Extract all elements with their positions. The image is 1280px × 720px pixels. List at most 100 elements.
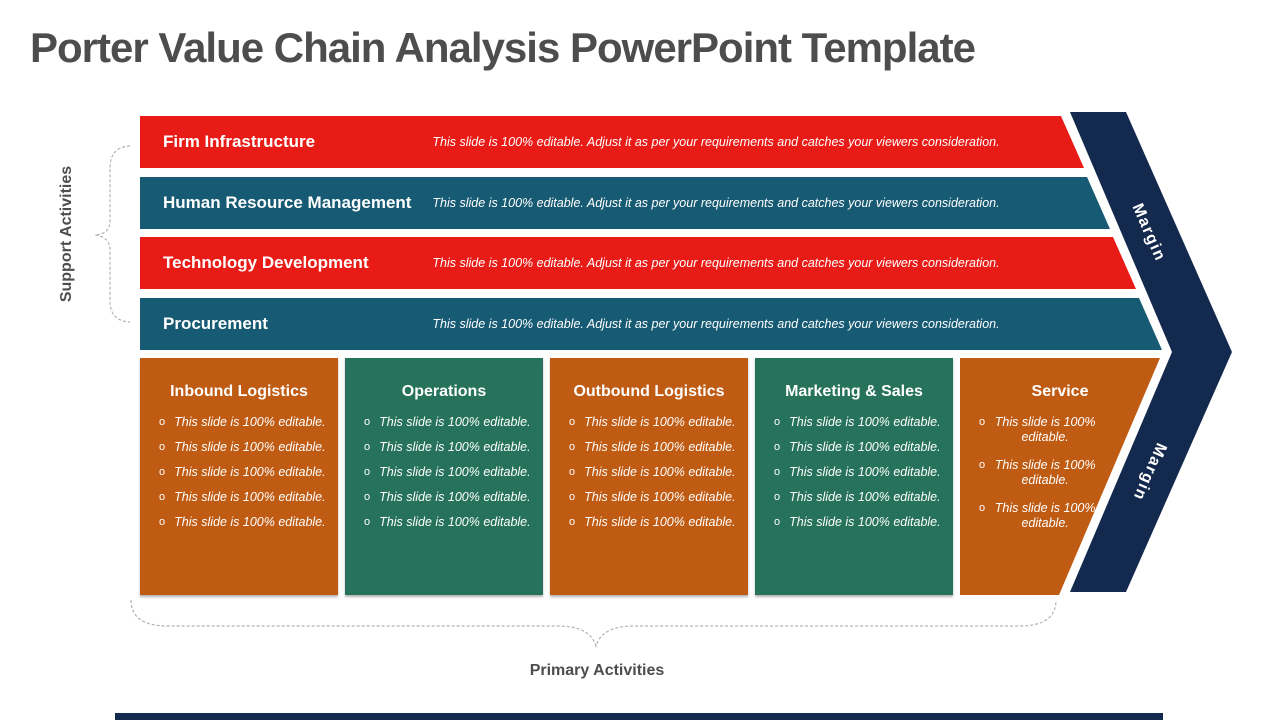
list-item: o This slide is 100% editable.	[774, 490, 953, 505]
primary-activities-brace	[130, 599, 1057, 649]
primary-column-inbound-logistics[interactable]: Inbound Logistics o This slide is 100% ed…	[140, 358, 338, 595]
support-bar-description: This slide is 100% editable. Adjust it a…	[432, 135, 1000, 149]
list-item: o This slide is 100% editable.	[159, 415, 338, 430]
bullet-marker-icon: o	[569, 441, 576, 453]
bullet-marker-icon: o	[774, 466, 781, 478]
list-item: o This slide is 100% editable.	[569, 415, 748, 430]
bullet-text: This slide is 100% editable.	[174, 415, 326, 429]
bullet-text: This slide is 100% editable.	[174, 440, 326, 454]
bullet-marker-icon: o	[569, 516, 576, 528]
bullet-marker-icon: o	[774, 491, 781, 503]
bullet-text: This slide is 100% editable.	[789, 415, 941, 429]
bullet-text: This slide is 100% editable.	[379, 415, 531, 429]
bullet-marker-icon: o	[364, 441, 371, 453]
list-item: o This slide is 100% editable.	[774, 515, 953, 530]
primary-column-title: Service	[1031, 383, 1089, 400]
bullet-marker-icon: o	[364, 516, 371, 528]
bullet-text: This slide is 100% editable.	[994, 415, 1096, 444]
bullet-text: This slide is 100% editable.	[379, 515, 531, 529]
bullet-marker-icon: o	[774, 416, 781, 428]
support-bar-description: This slide is 100% editable. Adjust it a…	[432, 256, 1000, 270]
bullet-list: o This slide is 100% editable. o This slid…	[140, 415, 338, 530]
primary-column-outbound-logistics[interactable]: Outbound Logistics o This slide is 100% e…	[550, 358, 748, 595]
list-item: o This slide is 100% editable.	[569, 440, 748, 455]
list-item: o This slide is 100% editable.	[159, 440, 338, 455]
list-item: o This slide is 100% editable.	[979, 415, 1160, 445]
margin-chevron-shape[interactable]	[1070, 112, 1232, 592]
list-item: o This slide is 100% editable.	[774, 415, 953, 430]
list-item: o This slide is 100% editable.	[364, 440, 543, 455]
bullet-text: This slide is 100% editable.	[584, 465, 736, 479]
primary-activities-label: Primary Activities	[529, 662, 665, 679]
bullet-text: This slide is 100% editable.	[584, 440, 736, 454]
bullet-text: This slide is 100% editable.	[584, 515, 736, 529]
bullet-marker-icon: o	[979, 416, 986, 428]
bullet-text: This slide is 100% editable.	[379, 465, 531, 479]
bullet-text: This slide is 100% editable.	[789, 515, 941, 529]
list-item: o This slide is 100% editable.	[774, 465, 953, 480]
bottom-accent-bar	[115, 713, 1163, 720]
bullet-list: o This slide is 100% editable. o This slid…	[960, 415, 1160, 531]
list-item: o This slide is 100% editable.	[159, 465, 338, 480]
bullet-marker-icon: o	[159, 491, 166, 503]
bullet-text: This slide is 100% editable.	[584, 490, 736, 504]
bullet-marker-icon: o	[979, 459, 986, 471]
bullet-text: This slide is 100% editable.	[994, 501, 1096, 530]
bullet-list: o This slide is 100% editable. o This slid…	[550, 415, 748, 530]
list-item: o This slide is 100% editable.	[364, 415, 543, 430]
primary-column-marketing-sales[interactable]: Marketing & Sales o This slide is 100% ed…	[755, 358, 953, 595]
bullet-text: This slide is 100% editable.	[789, 440, 941, 454]
primary-column-title: Outbound Logistics	[573, 383, 725, 400]
bullet-text: This slide is 100% editable.	[174, 515, 326, 529]
support-bar-title: Firm Infrastructure	[163, 132, 316, 151]
bullet-text: This slide is 100% editable.	[584, 415, 736, 429]
bullet-marker-icon: o	[979, 502, 986, 514]
bullet-marker-icon: o	[364, 416, 371, 428]
bullet-text: This slide is 100% editable.	[994, 458, 1096, 487]
bullet-list: o This slide is 100% editable. o This slid…	[345, 415, 543, 530]
bullet-marker-icon: o	[159, 466, 166, 478]
primary-column-title: Operations	[401, 383, 487, 400]
support-bar-technology-development[interactable]: Technology Development This slide is 100…	[140, 237, 1136, 289]
bullet-marker-icon: o	[774, 516, 781, 528]
list-item: o This slide is 100% editable.	[364, 465, 543, 480]
bullet-marker-icon: o	[159, 441, 166, 453]
primary-column-operations[interactable]: Operations o This slide is 100% editable.…	[345, 358, 543, 595]
list-item: o This slide is 100% editable.	[569, 465, 748, 480]
list-item: o This slide is 100% editable.	[569, 515, 748, 530]
support-activities-brace	[94, 145, 131, 323]
list-item: o This slide is 100% editable.	[159, 490, 338, 505]
bullet-list: o This slide is 100% editable. o This slid…	[755, 415, 953, 530]
support-bar-title: Procurement	[163, 314, 268, 333]
bullet-marker-icon: o	[364, 491, 371, 503]
support-bar-title: Human Resource Management	[163, 193, 412, 212]
bullet-text: This slide is 100% editable.	[174, 465, 326, 479]
support-bar-procurement[interactable]: Procurement This slide is 100% editable.…	[140, 298, 1162, 350]
list-item: o This slide is 100% editable.	[364, 515, 543, 530]
bullet-text: This slide is 100% editable.	[789, 465, 941, 479]
support-bar-description: This slide is 100% editable. Adjust it a…	[432, 317, 1000, 331]
support-bar-title: Technology Development	[163, 253, 369, 272]
bullet-marker-icon: o	[569, 491, 576, 503]
bullet-text: This slide is 100% editable.	[379, 490, 531, 504]
bullet-text: This slide is 100% editable.	[174, 490, 326, 504]
list-item: o This slide is 100% editable.	[774, 440, 953, 455]
support-bar-firm-infrastructure[interactable]: Firm Infrastructure This slide is 100% e…	[140, 116, 1084, 168]
list-item: o This slide is 100% editable.	[979, 458, 1160, 488]
primary-column-title: Marketing & Sales	[785, 383, 923, 400]
bullet-marker-icon: o	[364, 466, 371, 478]
primary-column-title: Inbound Logistics	[170, 383, 308, 400]
bullet-marker-icon: o	[159, 416, 166, 428]
list-item: o This slide is 100% editable.	[364, 490, 543, 505]
bullet-marker-icon: o	[774, 441, 781, 453]
bullet-marker-icon: o	[569, 466, 576, 478]
list-item: o This slide is 100% editable.	[569, 490, 748, 505]
support-bar-human-resource-management[interactable]: Human Resource Management This slide is …	[140, 177, 1110, 229]
bullet-text: This slide is 100% editable.	[789, 490, 941, 504]
bullet-text: This slide is 100% editable.	[379, 440, 531, 454]
support-bar-description: This slide is 100% editable. Adjust it a…	[432, 196, 1000, 210]
list-item: o This slide is 100% editable.	[159, 515, 338, 530]
